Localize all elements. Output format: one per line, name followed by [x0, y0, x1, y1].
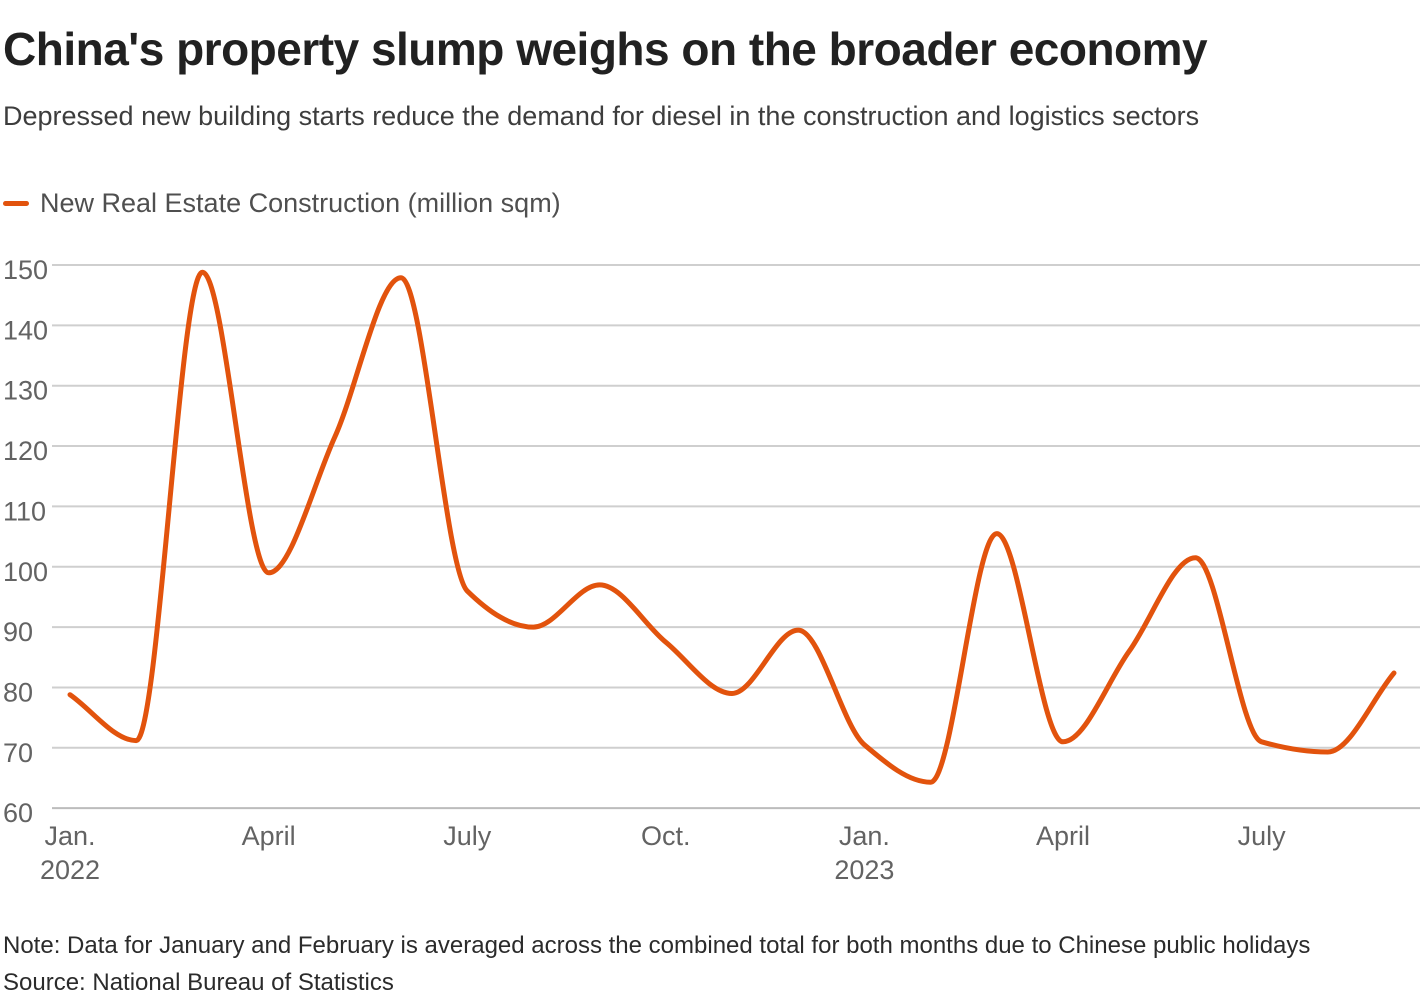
chart-subtitle: Depressed new building starts reduce the…	[3, 101, 1200, 131]
y-tick-label-90: 90	[3, 617, 33, 647]
y-tick-label-70: 70	[3, 738, 33, 768]
chart-source: Source: National Bureau of Statistics	[3, 969, 394, 996]
x-tick-label: April	[242, 821, 296, 851]
y-tick-label-100: 100	[3, 557, 48, 587]
y-tick-label-140: 140	[3, 315, 48, 345]
series-line	[67, 269, 1397, 785]
x-tick-label: July	[443, 821, 492, 851]
legend: New Real Estate Construction (million sq…	[3, 188, 561, 218]
x-tick-year-label: 2022	[40, 855, 100, 885]
y-tick-label-80: 80	[3, 677, 33, 707]
chart-title: China's property slump weighs on the bro…	[3, 23, 1208, 75]
x-tick-label: Jan.	[839, 821, 890, 851]
x-tick-year-label: 2023	[834, 855, 894, 885]
x-tick-label: July	[1238, 821, 1287, 851]
legend-label: New Real Estate Construction (million sq…	[40, 187, 561, 218]
x-tick-label: April	[1036, 821, 1090, 851]
y-tick-label-60: 60	[3, 798, 33, 828]
y-tick-label-120: 120	[3, 436, 48, 466]
x-tick-label: Jan.	[44, 821, 95, 851]
y-tick-label-110: 110	[3, 496, 46, 526]
y-tick-label-150: 150	[3, 255, 48, 285]
chart-note: Note: Data for January and February is a…	[3, 932, 1311, 959]
x-tick-label: Oct.	[641, 821, 691, 851]
legend-line-swatch	[3, 200, 29, 206]
y-tick-label-130: 130	[3, 376, 48, 406]
line-chart: 60 70 80 90 100 110 120 130 140 150 Jan. 2022 April J…	[3, 255, 1420, 885]
